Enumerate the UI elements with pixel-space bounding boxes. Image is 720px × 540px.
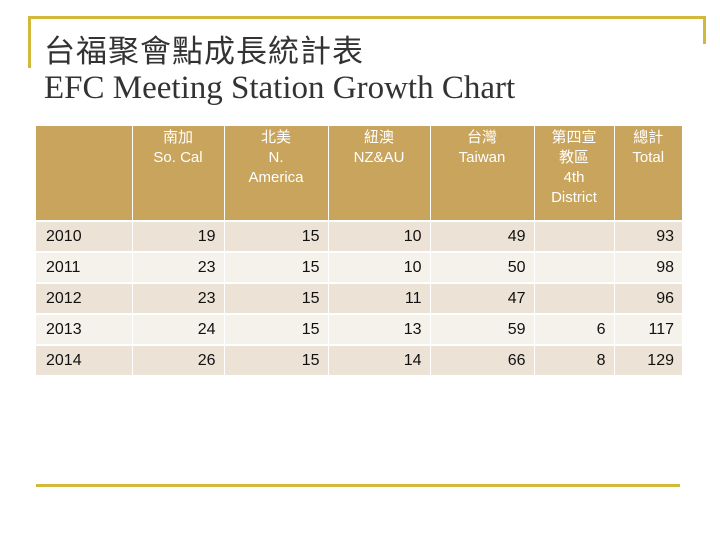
so-cal-cell: 26 [132, 344, 225, 375]
header-label-en: NZ&AU [353, 149, 405, 166]
4th-district-cell: 8 [534, 344, 615, 375]
total-cell: 96 [614, 282, 682, 314]
north-america-cell: 15 [224, 344, 329, 375]
header-label-en: So. Cal [153, 149, 203, 166]
so-cal-cell: 24 [132, 313, 225, 345]
table-row: 2012 23 15 11 47 96 [36, 282, 682, 314]
4th-district-cell: 6 [534, 313, 615, 345]
header-label-en: N. America [248, 149, 304, 186]
year-cell: 2012 [36, 282, 133, 314]
total-cell: 117 [614, 313, 682, 345]
nz-au-cell: 13 [328, 313, 431, 345]
frame-bottom-rule [36, 484, 680, 487]
header-label-zh: 紐澳 [363, 129, 394, 146]
total-cell: 98 [614, 251, 682, 283]
4th-district-cell [534, 251, 615, 283]
year-cell: 2013 [36, 313, 133, 345]
total-cell: 93 [614, 220, 682, 252]
nz-au-cell: 10 [328, 220, 431, 252]
taiwan-cell: 50 [430, 251, 535, 283]
taiwan-cell: 66 [430, 344, 535, 375]
table-row: 2011 23 15 10 50 98 [36, 251, 682, 283]
so-cal-cell: 23 [132, 282, 225, 314]
nz-au-cell: 11 [328, 282, 431, 314]
nz-au-cell: 14 [328, 344, 431, 375]
nz-au-cell: 10 [328, 251, 431, 283]
header-north-america: 北美 N. America [224, 126, 329, 221]
taiwan-cell: 47 [430, 282, 535, 314]
header-label-en: Taiwan [458, 149, 506, 166]
taiwan-cell: 49 [430, 220, 535, 252]
4th-district-cell [534, 220, 615, 252]
frame-top-rule [28, 16, 706, 19]
year-cell: 2010 [36, 220, 133, 252]
header-label-zh: 北美 [260, 129, 291, 146]
year-cell: 2011 [36, 251, 133, 283]
total-cell: 129 [614, 344, 682, 375]
header-4th-district: 第四宣教區 4th District [534, 126, 615, 221]
table-row: 2014 26 15 14 66 8 129 [36, 344, 682, 375]
header-taiwan: 台灣 Taiwan [430, 126, 535, 221]
header-nz-au: 紐澳 NZ&AU [328, 126, 431, 221]
frame-left-rule [28, 16, 31, 68]
header-label-zh: 台灣 [466, 129, 497, 146]
header-label-en: Total [632, 149, 665, 166]
taiwan-cell: 59 [430, 313, 535, 345]
slide-title-english: EFC Meeting Station Growth Chart [44, 70, 516, 106]
header-label-zh: 南加 [162, 129, 193, 146]
north-america-cell: 15 [224, 313, 329, 345]
header-blank [36, 126, 133, 221]
year-cell: 2014 [36, 344, 133, 375]
header-total: 總計 Total [614, 126, 682, 221]
header-so-cal: 南加 So. Cal [132, 126, 225, 221]
table-row: 2010 19 15 10 49 93 [36, 220, 682, 252]
table-row: 2013 24 15 13 59 6 117 [36, 313, 682, 345]
4th-district-cell [534, 282, 615, 314]
north-america-cell: 15 [224, 251, 329, 283]
so-cal-cell: 23 [132, 251, 225, 283]
table-header-row: 南加 So. Cal 北美 N. America 紐澳 NZ&AU 台灣 Tai… [36, 126, 682, 221]
north-america-cell: 15 [224, 220, 329, 252]
header-label-zh: 總計 [633, 129, 664, 146]
so-cal-cell: 19 [132, 220, 225, 252]
frame-right-rule [703, 16, 706, 44]
growth-table: 南加 So. Cal 北美 N. America 紐澳 NZ&AU 台灣 Tai… [36, 126, 682, 375]
header-label-en: 4th District [551, 169, 597, 206]
north-america-cell: 15 [224, 282, 329, 314]
header-label-zh: 第四宣教區 [551, 129, 597, 166]
slide-title-chinese: 台福聚會點成長統計表 [44, 34, 364, 70]
